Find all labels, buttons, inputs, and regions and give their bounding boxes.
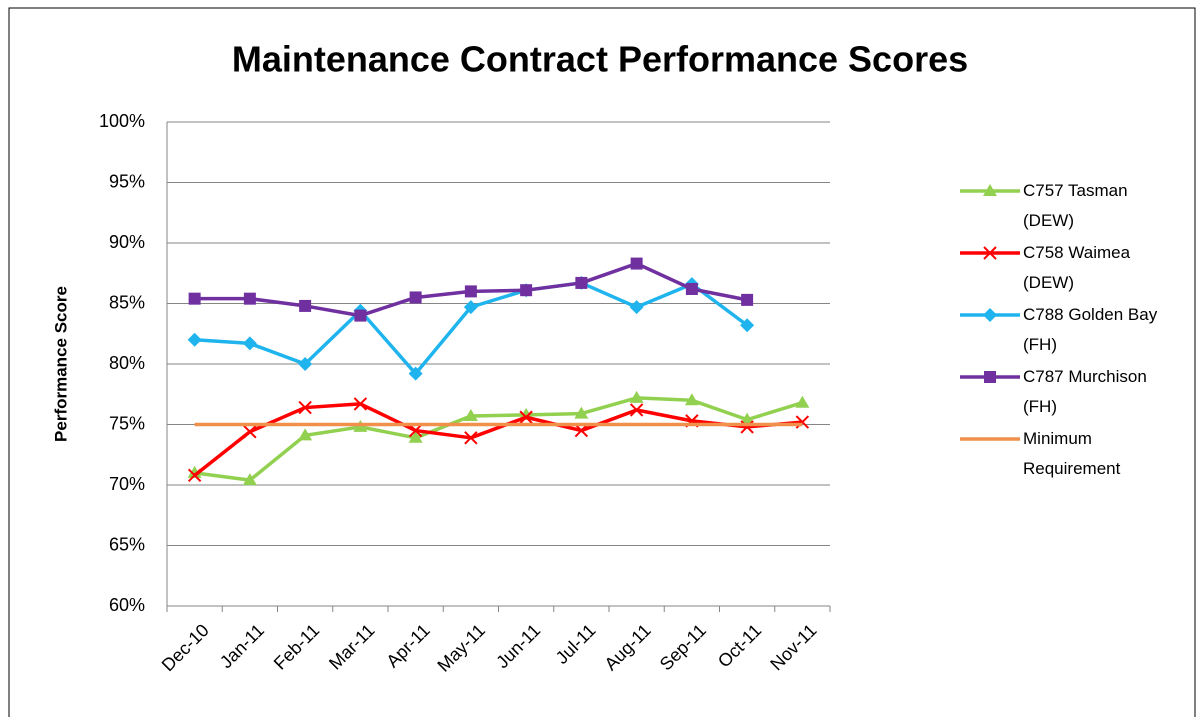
point [187,468,202,483]
x-tick-label: Feb-11 [270,620,324,674]
point [409,291,422,304]
point [795,395,810,408]
y-tick-label: 60% [109,595,145,615]
legend-label: C757 Tasman (DEW) [1023,181,1128,230]
series-line [194,396,803,482]
x-tick-label: May-11 [433,620,489,676]
x-tick-label: Jun-11 [492,620,544,672]
point [983,308,997,322]
point [243,425,257,439]
legend-label: Minimum Requirement [1023,429,1121,478]
legend-label: C758 Waimea (DEW) [1023,243,1131,292]
point [298,400,312,415]
point [242,336,257,351]
chart-title: Maintenance Contract Performance Scores [232,39,968,80]
x-tick-label: Jul-11 [552,620,600,668]
point [298,428,313,441]
point [299,299,312,312]
point [629,403,644,417]
y-tick-label: 100% [99,111,145,131]
point [519,410,533,424]
x-tick-label: Sep-11 [656,620,710,674]
point [408,366,423,381]
point [463,300,478,315]
x-tick-label: Dec-10 [158,620,213,675]
point [574,406,589,419]
y-tick-label: 80% [109,353,145,373]
point [187,465,202,478]
point [353,397,368,411]
point [243,292,256,305]
x-tick-label: Aug-11 [601,620,655,674]
x-tick-label: Oct-11 [714,620,765,671]
point [741,293,754,306]
x-tick-label: Nov-11 [766,620,820,674]
point [408,423,423,438]
x-tick-label: Jan-11 [216,620,268,672]
legend-label: C788 Golden Bay (FH) [1023,305,1158,354]
point [298,357,313,371]
point [575,276,588,289]
point [188,292,201,305]
point [187,332,202,347]
point [630,257,643,270]
point [685,282,698,295]
legend-label: C787 Murchison (FH) [1023,367,1147,416]
point [464,285,477,298]
point [684,393,699,406]
series-line [193,402,803,477]
point [740,412,755,425]
frame [8,7,1196,717]
y-tick-label: 95% [109,171,145,191]
point [354,309,367,322]
point [464,431,478,445]
x-tick-label: Apr-11 [382,620,433,671]
point [629,390,644,403]
point [520,284,533,297]
point [242,473,257,486]
y-tick-label: 75% [109,413,145,433]
point [574,423,589,438]
point [983,184,997,196]
point [740,318,755,333]
point [984,371,996,383]
y-tick-label: 90% [109,232,145,252]
y-tick-label: 70% [109,474,145,494]
point [463,409,478,422]
y-tick-label: 85% [109,292,145,312]
point [629,300,644,315]
point [983,246,997,260]
point [408,430,423,443]
y-tick-label: 65% [109,534,145,554]
y-axis-label: Performance Score [51,286,70,442]
x-tick-label: Mar-11 [325,620,379,674]
